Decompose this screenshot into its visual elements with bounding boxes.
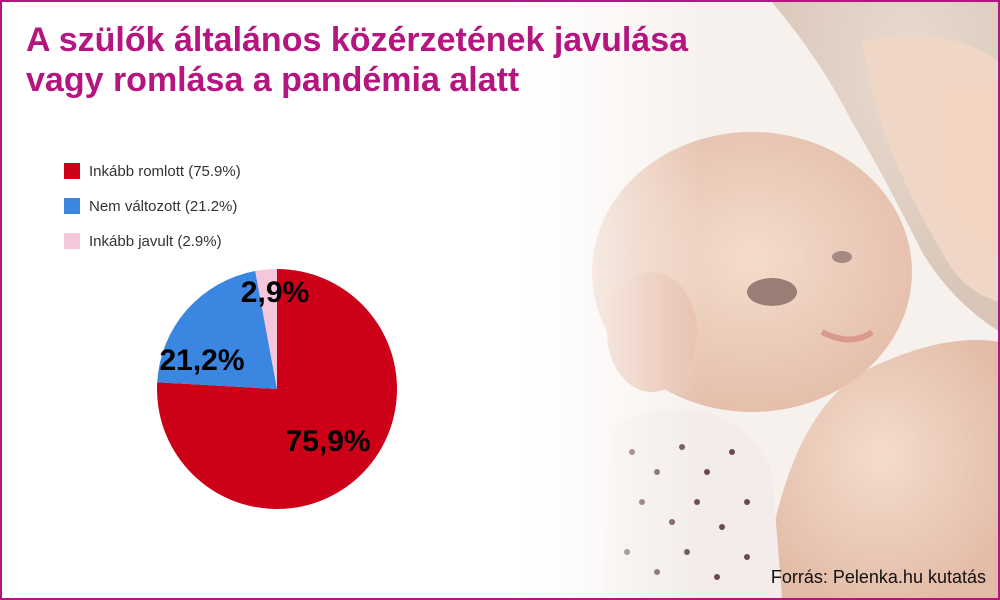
title-line-1: A szülők általános közérzetének javulása (26, 21, 689, 59)
source-credit: Forrás: Pelenka.hu kutatás (770, 567, 986, 587)
pie-slice-nem-valtozott (157, 270, 277, 389)
legend-swatch-javult (64, 233, 80, 249)
title-line-2: vagy romlása a pandémia alatt (26, 61, 520, 99)
legend-swatch-romlott (64, 163, 80, 179)
legend-swatch-nem-valtozott (64, 198, 80, 214)
photo-fade-overlay (442, 2, 702, 598)
legend-label-romlott: Inkább romlott (75.9%) (89, 162, 241, 180)
legend-item-romlott: Inkább romlott (75.9%) (64, 160, 241, 182)
pie-label-nem-valtozott: 21,2% (159, 344, 244, 377)
legend-item-javult: Inkább javult (2.9%) (64, 230, 241, 252)
legend-label-javult: Inkább javult (2.9%) (89, 232, 222, 250)
legend-item-nem-valtozott: Nem változott (21.2%) (64, 195, 241, 217)
pie-label-javult: 2,9% (241, 276, 309, 309)
pie-label-romlott: 75,9% (286, 425, 371, 458)
chart-legend: Inkább romlott (75.9%) Nem változott (21… (64, 160, 241, 265)
chart-title: A szülők általános közérzetének javulása… (26, 20, 688, 100)
legend-label-nem-valtozott: Nem változott (21.2%) (89, 197, 238, 215)
pie-slice-javult (255, 269, 277, 389)
pie-chart: 75,9% 21,2% 2,9% (157, 269, 397, 509)
